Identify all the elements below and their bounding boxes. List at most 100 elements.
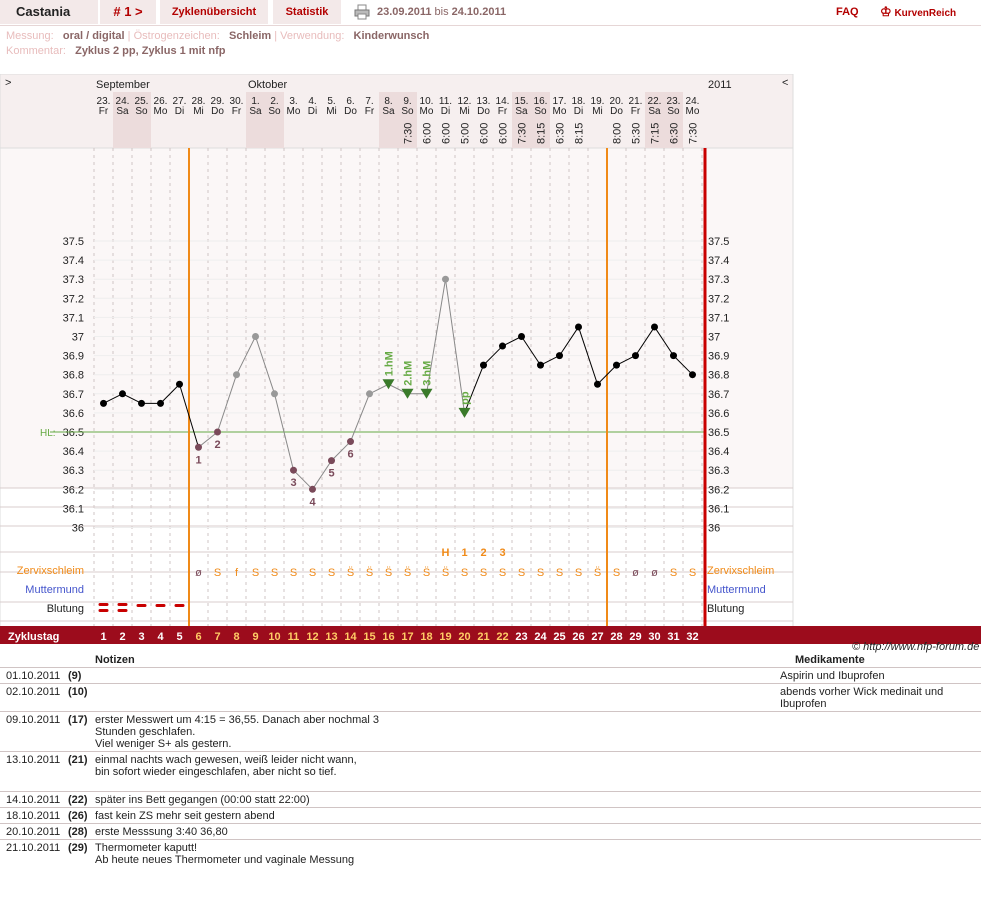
cervix-symbol: ø [651, 567, 658, 579]
note-row: 14.10.2011 (22) später ins Bett gegangen (… [0, 791, 981, 806]
cycle-day-label: Zyklustag [8, 631, 59, 643]
cycle-day-number: 6 [195, 631, 201, 643]
y-tick-right: 37.4 [708, 255, 729, 267]
printer-icon[interactable] [354, 4, 370, 20]
low-count-label: 6 [347, 449, 353, 461]
day-number: 6. [346, 96, 354, 107]
temp-point [613, 361, 620, 369]
cycle-day-number: 22 [496, 631, 508, 643]
y-tick-right: 36.6 [708, 408, 729, 420]
tab-statistics[interactable]: Statistik [273, 0, 341, 24]
cycle-day-number: 28 [610, 631, 622, 643]
weekend-shade [132, 92, 151, 148]
weekend-shade [512, 92, 531, 148]
cervix-symbol: S̈ [404, 566, 411, 579]
weekend-shade [379, 92, 398, 148]
note-row: 20.10.2011 (28) erste Messsung 3:40 36,80 [0, 823, 981, 838]
low-count-label: 3 [290, 477, 296, 489]
y-tick-left: 36.3 [63, 465, 84, 477]
user-name[interactable]: Castania [0, 0, 98, 24]
bleeding-heavy [117, 609, 128, 612]
temp-point [195, 443, 202, 451]
cycle-day-number: 13 [325, 631, 337, 643]
temp-point [670, 352, 677, 360]
day-number: 27. [173, 96, 187, 107]
low-count-label: 4 [309, 496, 316, 508]
row-label-cervix-right: Zervixschleim [707, 565, 774, 577]
note-date: 18.10.2011 [6, 810, 61, 822]
cycle-day-number: 15 [363, 631, 375, 643]
row-label-bleeding: Blutung [47, 603, 84, 615]
logo[interactable]: ♔ KurvenReich [880, 4, 957, 19]
y-tick-right: 36.3 [708, 465, 729, 477]
cervix-symbol: S [670, 567, 677, 579]
cycle-day-number: 31 [667, 631, 679, 643]
low-count-label: 1 [195, 454, 201, 466]
y-tick-left: 37.5 [63, 236, 84, 248]
year-label: 2011 [708, 79, 732, 91]
temp-point [309, 485, 316, 493]
expand-right-arrow: < [782, 77, 788, 89]
low-count-label: 2 [214, 439, 220, 451]
day-number: 12. [458, 96, 472, 107]
peak-label: 1 [461, 547, 467, 559]
note-cycle-day: (17) [68, 714, 88, 726]
temp-point [252, 333, 259, 340]
weekday-label: Mo [686, 106, 700, 117]
cycle-day-number: 1 [100, 631, 106, 643]
weekday-label: Mo [553, 106, 567, 117]
day-number: 24. [686, 96, 700, 107]
weekend-shade [531, 92, 550, 148]
tab-cycle-overview[interactable]: Zyklenübersicht [160, 0, 268, 24]
logo-icon: ♔ [880, 4, 892, 19]
cycle-day-number: 25 [553, 631, 565, 643]
temp-segment [426, 279, 446, 394]
temp-point [651, 323, 658, 331]
row-label-bleeding-right: Blutung [707, 603, 744, 615]
y-tick-left: 37.2 [63, 293, 84, 305]
weekday-label: Do [477, 106, 490, 117]
bleeding-heavy [98, 609, 109, 612]
weekday-label: Fr [631, 106, 641, 117]
measure-time: 6:30 [669, 123, 681, 144]
temp-marker-label: 3.hM [422, 361, 434, 386]
day-number: 22. [648, 96, 662, 107]
weekday-label: Di [441, 106, 450, 117]
y-tick-right: 37.2 [708, 293, 729, 305]
measure-time: 6:00 [498, 123, 510, 144]
temp-segment [179, 384, 199, 448]
weekday-label: Sa [382, 106, 395, 117]
cycle-day-number: 12 [306, 631, 318, 643]
faq-link[interactable]: FAQ [836, 6, 859, 18]
day-number: 21. [629, 96, 643, 107]
temp-segment [616, 355, 636, 366]
temp-point [575, 323, 582, 331]
weekday-label: Mo [287, 106, 301, 117]
cycle-nav-button[interactable]: # 1 > [100, 0, 156, 24]
weekend-shade [398, 92, 417, 148]
note-date: 09.10.2011 [6, 714, 61, 726]
cycle-day-number: 14 [344, 631, 357, 643]
weekday-label: Fr [365, 106, 375, 117]
row-label-cervix-os-right: Muttermund [707, 584, 766, 596]
weekday-label: Mi [592, 106, 603, 117]
cervix-symbol: S̈ [442, 566, 449, 579]
note-row: 18.10.2011 (26) fast kein ZS mehr seit ges… [0, 807, 981, 822]
note-cycle-day: (9) [68, 670, 82, 682]
y-tick-right: 36.7 [708, 389, 729, 401]
y-tick-right: 37.5 [708, 236, 729, 248]
temp-segment [198, 431, 218, 448]
weekday-label: Di [308, 106, 317, 117]
cervix-symbol: S [214, 567, 221, 579]
temp-point [594, 380, 601, 388]
temp-point [157, 399, 164, 407]
day-number: 17. [553, 96, 567, 107]
cervix-symbol: S [271, 567, 278, 579]
day-number: 10. [420, 96, 434, 107]
temp-point [176, 380, 183, 388]
y-tick-left: 36.7 [63, 389, 84, 401]
temp-marker-triangle [401, 388, 414, 399]
note-text: erster Messwert um 4:15 = 36,55. Danach … [95, 714, 380, 750]
y-tick-right: 37.1 [708, 312, 729, 324]
day-number: 28. [192, 96, 206, 107]
